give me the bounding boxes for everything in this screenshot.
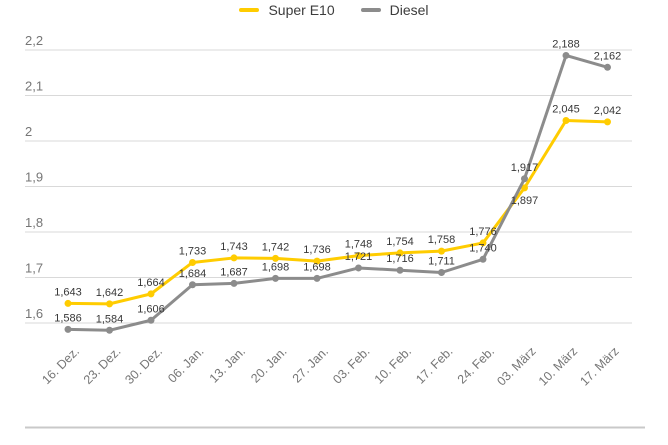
y-axis-tick-label: 1,9 [25, 170, 43, 185]
data-point-diesel [438, 268, 445, 276]
data-point-label-diesel: 1,698 [303, 261, 331, 273]
data-point-super-e10 [604, 118, 611, 126]
x-axis-tick-label: 17. Feb. [413, 344, 455, 386]
data-point-label-super-e10: 1,748 [345, 239, 373, 251]
x-axis-tick-label: 30. Dez. [122, 344, 165, 387]
data-point-diesel [479, 255, 487, 263]
data-point-label-super-e10: 1,736 [303, 244, 331, 256]
data-point-label-diesel: 1,716 [386, 253, 414, 265]
x-axis-tick-label: 24. Feb. [455, 344, 497, 386]
data-point-label-diesel: 1,698 [262, 261, 290, 273]
data-point-diesel [355, 264, 362, 272]
data-point-diesel [106, 326, 113, 334]
y-axis-tick-label: 2,2 [25, 33, 43, 48]
x-axis-tick-label: 17. März [577, 344, 621, 388]
legend-swatch-diesel [360, 8, 381, 12]
x-axis-tick-label: 16. Dez. [39, 344, 82, 387]
data-point-label-super-e10: 1,776 [469, 226, 497, 238]
data-point-super-e10 [562, 117, 570, 125]
x-axis-tick-label: 10. Feb. [372, 344, 414, 386]
data-point-super-e10 [189, 258, 196, 266]
data-point-super-e10 [521, 184, 528, 192]
data-point-diesel [562, 51, 570, 59]
data-point-label-super-e10: 2,042 [594, 105, 622, 117]
y-axis-tick-label: 1,7 [25, 261, 43, 276]
data-point-label-super-e10: 1,664 [137, 277, 165, 289]
legend-swatch-super-e10 [239, 8, 260, 12]
data-point-super-e10 [355, 252, 362, 260]
data-point-diesel [64, 325, 72, 333]
data-point-diesel [521, 175, 528, 183]
x-axis-tick-label: 03. März [494, 344, 538, 388]
data-point-diesel [189, 281, 196, 289]
data-point-label-diesel: 1,606 [137, 303, 165, 315]
data-point-super-e10 [272, 254, 279, 262]
data-point-diesel [272, 274, 279, 282]
y-axis-tick-label: 1,6 [25, 306, 43, 321]
data-point-label-diesel: 1,684 [179, 268, 207, 280]
data-point-label-diesel: 2,188 [552, 38, 580, 50]
data-point-label-diesel: 1,586 [54, 312, 82, 324]
legend-label: Super E10 [268, 2, 335, 18]
x-axis-tick-label: 03. Feb. [330, 344, 372, 386]
data-point-diesel [230, 279, 238, 287]
data-point-label-super-e10: 2,045 [552, 104, 580, 116]
y-axis-tick-label: 2,1 [25, 79, 43, 94]
data-point-label-diesel: 1,740 [469, 242, 497, 254]
series-line-diesel [66, 53, 609, 332]
x-axis-tick-label: 27. Jan. [290, 344, 331, 385]
data-point-label-super-e10: 1,643 [54, 286, 82, 298]
data-point-label-super-e10: 1,754 [386, 236, 414, 248]
legend-label: Diesel [389, 2, 429, 18]
data-point-super-e10 [438, 247, 445, 255]
legend-item-diesel[interactable]: Diesel [360, 2, 429, 18]
data-point-label-super-e10: 1,742 [262, 241, 290, 253]
data-point-label-diesel: 2,162 [594, 50, 622, 62]
legend-item-super-e10[interactable]: Super E10 [239, 2, 335, 18]
data-point-super-e10 [64, 299, 72, 307]
x-axis-tick-label: 10. März [536, 344, 580, 388]
data-point-label-diesel: 1,687 [220, 266, 248, 278]
data-point-diesel [147, 316, 155, 324]
data-point-diesel [313, 274, 321, 282]
data-point-label-super-e10: 1,743 [220, 241, 248, 253]
data-point-diesel [604, 63, 611, 71]
data-point-label-super-e10: 1,758 [428, 234, 456, 246]
x-axis-tick-label: 23. Dez. [81, 344, 124, 387]
data-point-super-e10 [479, 239, 487, 247]
data-point-diesel [396, 266, 404, 274]
data-point-super-e10 [230, 254, 238, 262]
data-point-super-e10 [106, 300, 113, 308]
data-point-label-super-e10: 1,897 [511, 195, 539, 207]
series-line-super-e10 [66, 119, 609, 306]
y-axis-tick-label: 1,8 [25, 215, 43, 230]
chart-legend: Super E10 Diesel [0, 2, 668, 18]
y-axis-tick-label: 2 [25, 124, 32, 139]
x-axis-tick-label: 13. Jan. [207, 344, 248, 385]
data-point-label-super-e10: 1,642 [96, 287, 124, 299]
data-point-label-diesel: 1,917 [511, 162, 539, 174]
data-point-super-e10 [147, 290, 155, 298]
data-point-super-e10 [396, 249, 404, 257]
x-axis-tick-label: 20. Jan. [248, 344, 289, 385]
data-point-label-diesel: 1,584 [96, 313, 124, 325]
x-axis-tick-label: 06. Jan. [165, 344, 206, 385]
data-point-label-diesel: 1,721 [345, 251, 373, 263]
data-point-super-e10 [313, 257, 321, 265]
data-point-label-diesel: 1,711 [428, 255, 455, 267]
data-point-label-super-e10: 1,733 [179, 245, 207, 257]
